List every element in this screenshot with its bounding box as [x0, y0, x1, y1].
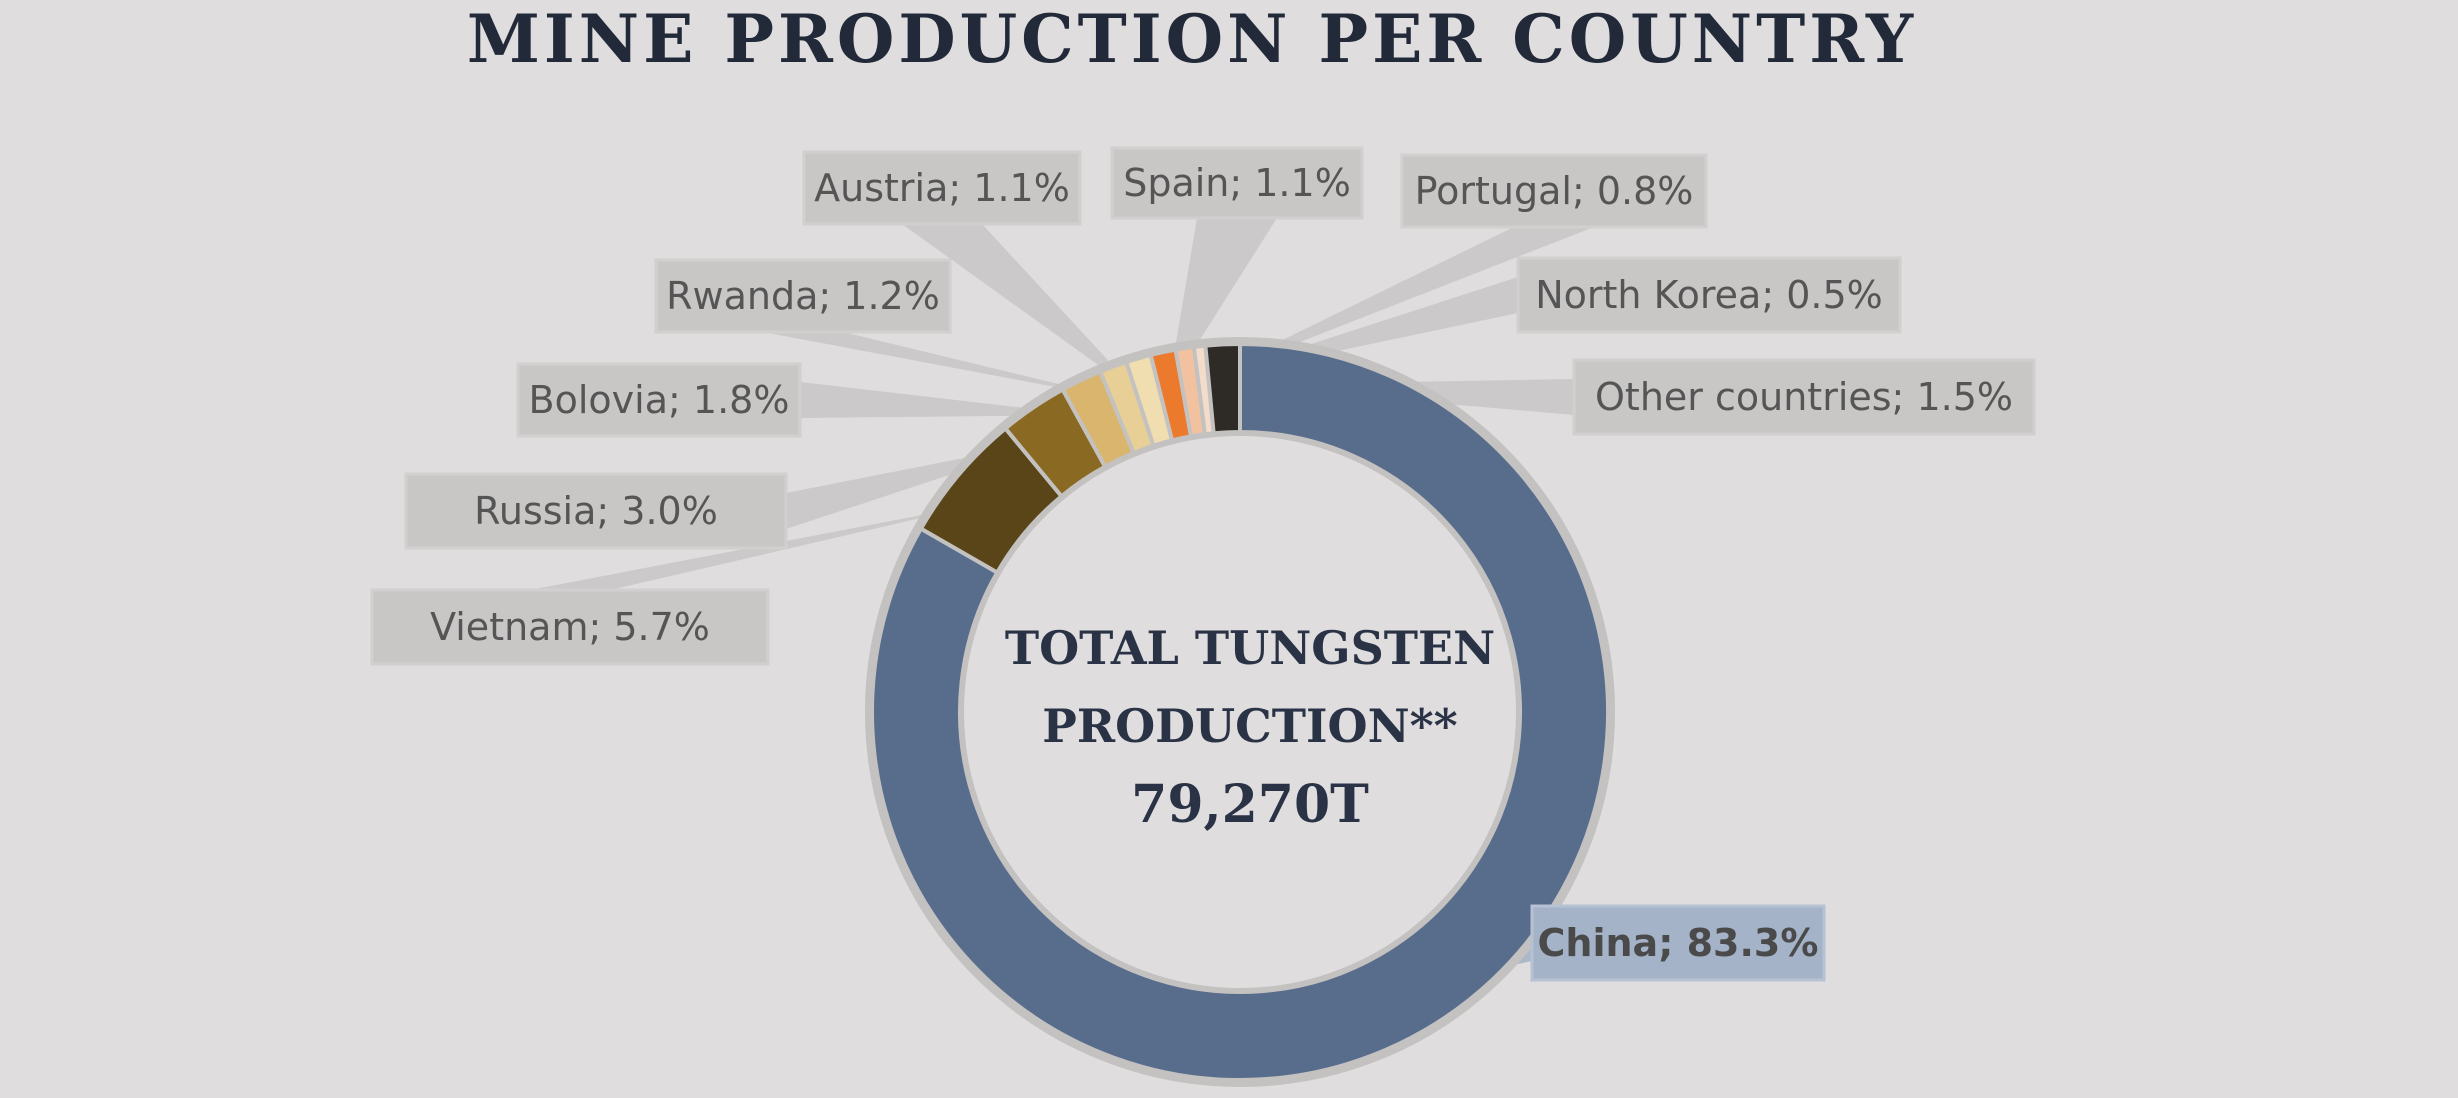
label-box-north-korea [1516, 256, 1902, 334]
slice-group [865, 337, 1615, 1087]
center-total-value: 79,270T [1131, 774, 1369, 835]
data-label-spain: Spain; 1.1% [1123, 161, 1351, 205]
donut-hole [960, 432, 1520, 992]
data-label-vietnam: Vietnam; 5.7% [430, 605, 710, 649]
callout-austria [902, 224, 1140, 395]
center-label-line2: PRODUCTION** [1042, 699, 1457, 753]
label-box-russia [404, 472, 788, 550]
chart-title: MINE PRODUCTION PER COUNTRY [467, 0, 1917, 78]
center-label-line1: TOTAL TUNGSTEN [1005, 621, 1495, 675]
data-label-austria: Austria; 1.1% [814, 166, 1070, 210]
label-box-rwanda [654, 258, 952, 334]
label-box-bolovia [516, 362, 802, 438]
callout-bolovia [800, 382, 1085, 418]
data-label-other-countries: Other countries; 1.5% [1595, 375, 2013, 419]
data-label-china: China; 83.3% [1538, 921, 1819, 965]
data-label-bolovia: Bolovia; 1.8% [529, 378, 790, 422]
label-box-vietnam [370, 588, 770, 666]
label-group: China; 83.3% Vietnam; 5.7% Russia; 3.0% Bol… [370, 146, 2036, 982]
data-label-russia: Russia; 3.0% [474, 489, 718, 533]
label-box-other-countries [1572, 358, 2036, 436]
data-label-north-korea: North Korea; 0.5% [1535, 273, 1883, 317]
label-box-austria [802, 150, 1082, 226]
label-box-spain [1110, 146, 1364, 220]
callout-rwanda [763, 332, 1125, 400]
data-label-rwanda: Rwanda; 1.2% [666, 274, 940, 318]
ring-border [865, 337, 1615, 1087]
slice-other-countries [1203, 341, 1242, 436]
label-box-portugal [1400, 153, 1708, 229]
label-box-china [1530, 904, 1826, 982]
data-label-portugal: Portugal; 0.8% [1415, 169, 1694, 213]
